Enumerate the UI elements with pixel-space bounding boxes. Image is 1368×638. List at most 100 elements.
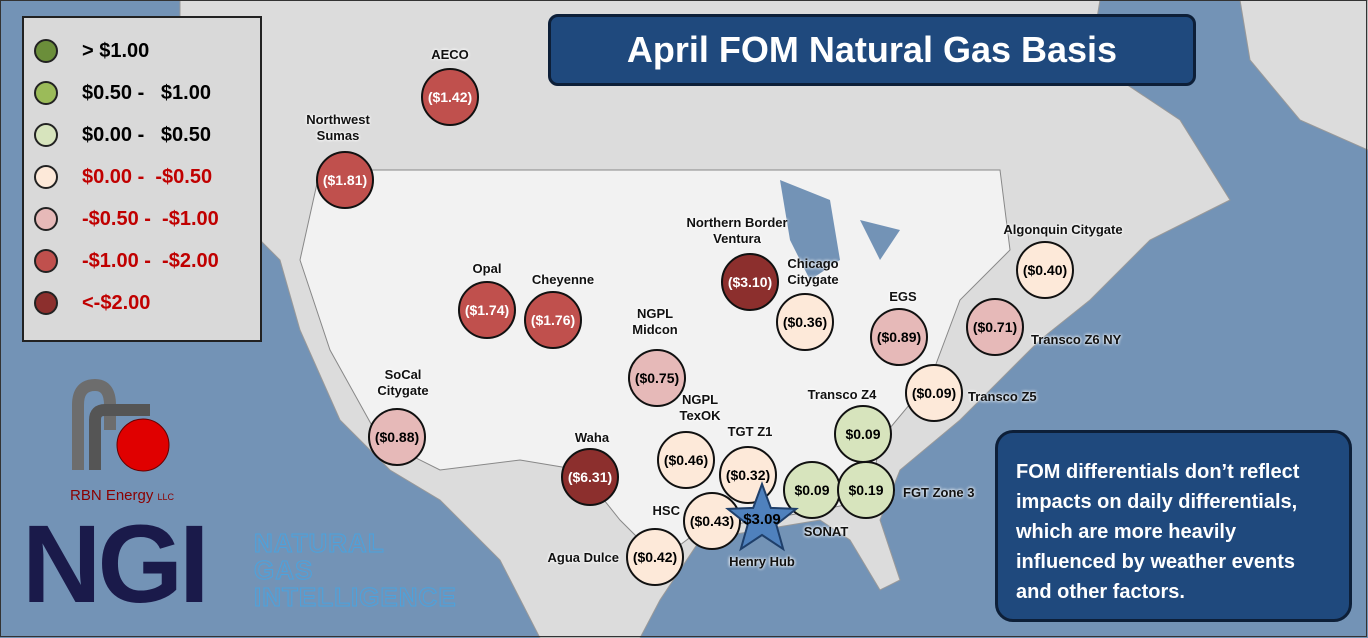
- hub-name: Transco Z6 NY: [1031, 332, 1122, 347]
- hub-name: TGT Z1: [727, 424, 773, 439]
- hub-value: $0.09: [794, 482, 830, 498]
- hub-name: SONAT: [803, 524, 849, 539]
- hub-marker: $0.09: [834, 405, 892, 463]
- hub-value: ($0.09): [911, 385, 957, 401]
- hub-value: $3.09: [743, 511, 781, 528]
- hub-name: Transco Z4: [807, 387, 877, 402]
- hub-marker: ($0.89): [870, 308, 928, 366]
- legend-swatch: [34, 81, 58, 105]
- hub-marker: ($3.10): [721, 253, 779, 311]
- legend-item: $0.50 - $1.00: [34, 78, 211, 108]
- hub-value: ($0.32): [725, 467, 771, 483]
- legend-item: > $1.00: [34, 36, 149, 66]
- hub-value: ($0.71): [972, 319, 1018, 335]
- hub-value: $0.09: [845, 426, 881, 442]
- legend-item: $0.00 - -$0.50: [34, 162, 212, 192]
- legend-item: $0.00 - $0.50: [34, 120, 211, 150]
- star: [725, 481, 799, 552]
- ngi-logo: NGI: [22, 503, 210, 626]
- hub-name: Agua Dulce: [547, 550, 619, 565]
- rbn-logo: RBN Energy LLC: [70, 378, 175, 504]
- pipe: [72, 378, 116, 470]
- legend-label: -$0.50 - -$1.00: [82, 207, 219, 230]
- legend-label: <-$2.00: [82, 291, 151, 314]
- hub-marker: ($1.76): [524, 291, 582, 349]
- hub-marker: ($1.42): [421, 68, 479, 126]
- hub-value: ($0.75): [634, 370, 680, 386]
- hub-value: ($0.40): [1022, 262, 1068, 278]
- legend-swatch: [34, 39, 58, 63]
- hub-value: ($6.31): [567, 469, 613, 485]
- legend-swatch: [34, 291, 58, 315]
- note: FOM differentials don’t reflect impacts …: [995, 430, 1352, 622]
- hub-value: ($1.81): [322, 172, 368, 188]
- hub-marker: $0.19: [837, 461, 895, 519]
- hub-marker: ($0.40): [1016, 241, 1074, 299]
- legend-swatch: [34, 207, 58, 231]
- hub-marker: ($1.81): [316, 151, 374, 209]
- title: April FOM Natural Gas Basis: [548, 14, 1196, 86]
- henry-hub-marker: [725, 481, 799, 552]
- legend-item: <-$2.00: [34, 288, 150, 318]
- hub-value: ($1.42): [427, 89, 473, 105]
- hub-marker: ($0.71): [966, 298, 1024, 356]
- hub-value: ($0.36): [782, 314, 828, 330]
- rbn-text: RBN Energy LLC: [70, 487, 175, 504]
- hub-marker: ($0.46): [657, 431, 715, 489]
- ngi-word: GAS: [254, 555, 314, 585]
- legend-label: $0.50 - $1.00: [82, 81, 211, 104]
- hub-marker: ($0.09): [905, 364, 963, 422]
- hub-value: ($0.89): [876, 329, 922, 345]
- hub-name: Northwest Sumas: [306, 112, 370, 143]
- hub-value: ($0.88): [374, 429, 420, 445]
- ngi-word: INTELLIGENCE: [254, 582, 457, 612]
- hub-name: HSC: [652, 503, 680, 518]
- legend-swatch: [34, 165, 58, 189]
- legend-item: -$1.00 - -$2.00: [34, 246, 219, 276]
- hub-name: EGS: [889, 289, 917, 304]
- hub-value: ($0.43): [689, 513, 735, 529]
- legend-label: > $1.00: [82, 39, 150, 62]
- legend-label: $0.00 - -$0.50: [82, 165, 213, 188]
- hub-name: Chicago Citygate: [787, 256, 839, 287]
- hub-name: Transco Z5: [968, 389, 1037, 404]
- hub-value: ($1.76): [530, 312, 576, 328]
- hub-name: Algonquin Citygate: [1003, 222, 1123, 237]
- hub-name: NGPL TexOK: [679, 392, 721, 423]
- legend-label: -$1.00 - -$2.00: [82, 249, 219, 272]
- great-lakes: [780, 180, 900, 280]
- hub-name: Cheyenne: [531, 272, 595, 287]
- ngi-wordmark: NATURAL GAS INTELLIGENCE: [254, 528, 457, 612]
- hub-name: SoCal Citygate: [377, 367, 429, 398]
- hub-name: Waha: [574, 430, 610, 445]
- hub-marker: ($0.42): [626, 528, 684, 586]
- hub-marker: ($0.32): [719, 446, 777, 504]
- legend: > $1.00 $0.50 - $1.00 $0.00 - $0.50 $0.00 -…: [22, 16, 262, 342]
- hub-marker: ($0.75): [628, 349, 686, 407]
- pipe: [89, 404, 150, 470]
- legend-item: -$0.50 - -$1.00: [34, 204, 219, 234]
- hub-name: FGT Zone 3: [903, 485, 975, 500]
- hub-value: ($0.46): [663, 452, 709, 468]
- hub-marker: ($0.88): [368, 408, 426, 466]
- logo-ball: [116, 418, 170, 472]
- hub-name: Northern Border Ventura: [686, 215, 788, 246]
- legend-swatch: [34, 249, 58, 273]
- hub-marker: ($6.31): [561, 448, 619, 506]
- hub-marker: ($0.36): [776, 293, 834, 351]
- land: [1239, 0, 1368, 151]
- hub-value: $0.19: [848, 482, 884, 498]
- hub-name: Henry Hub: [729, 554, 795, 569]
- ngi-word: NATURAL: [254, 528, 385, 558]
- hub-marker: ($0.43): [683, 492, 741, 550]
- hub-name: AECO: [431, 47, 469, 62]
- legend-label: $0.00 - $0.50: [82, 123, 211, 146]
- legend-swatch: [34, 123, 58, 147]
- hub-name: NGPL Midcon: [632, 306, 678, 337]
- hub-marker: ($1.74): [458, 281, 516, 339]
- hub-value: ($3.10): [727, 274, 773, 290]
- hub-value: ($0.42): [632, 549, 678, 565]
- hub-name: Opal: [472, 261, 502, 276]
